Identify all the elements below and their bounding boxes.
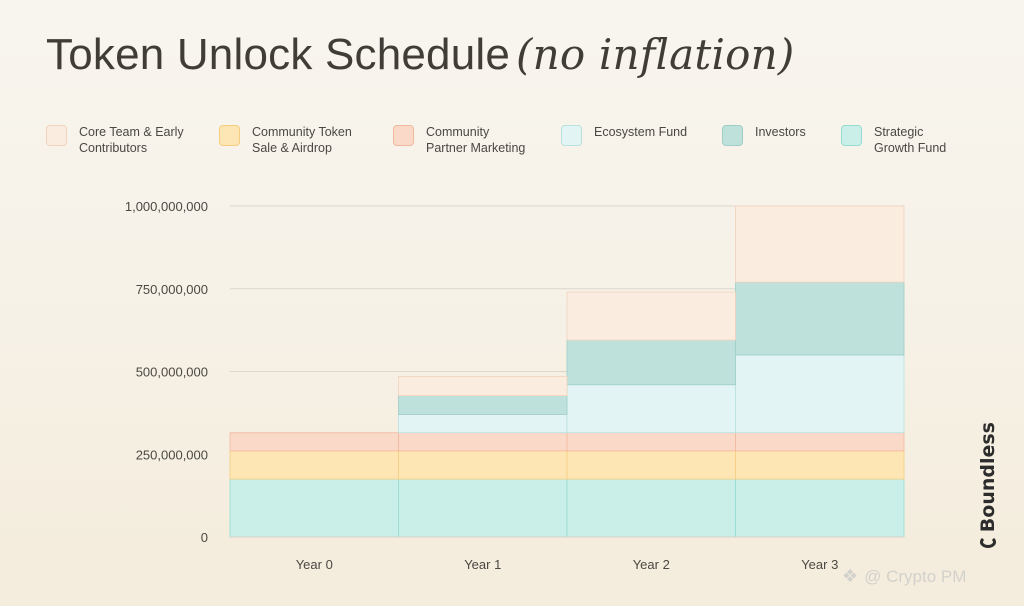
legend-label-community-partner-marketing: Community Partner Marketing (426, 125, 526, 155)
area-segment-community-token-sale-airdrop (735, 450, 905, 480)
watermark: ❖ @ Crypto PM (842, 566, 966, 587)
legend-label-investors: Investors (755, 125, 806, 139)
x-tick-label: Year 2 (633, 557, 670, 572)
chart-title-main: Token Unlock Schedule (46, 30, 511, 79)
legend-label-ecosystem-fund: Ecosystem Fund (594, 125, 688, 139)
brand-logo: Boundless (976, 422, 1000, 548)
watermark-text: @ Crypto PM (864, 566, 967, 586)
y-tick-label: 1,000,000,000 (125, 199, 208, 214)
y-tick-label: 250,000,000 (136, 447, 208, 462)
legend-item-core-team: Core Team & Early Contributors (46, 124, 184, 156)
area-segment-core-team-early-contributors (566, 291, 736, 341)
legend-swatch-investors (722, 125, 743, 146)
area-segment-community-partner-marketing (566, 432, 736, 452)
area-segment-community-token-sale-airdrop (566, 450, 736, 480)
area-segment-investors (398, 395, 568, 415)
legend-label-strategic-growth-fund: Strategic Growth Fund (874, 125, 947, 155)
x-tick-label: Year 1 (464, 557, 501, 572)
area-segment-ecosystem-fund (735, 354, 905, 434)
brand-name: Boundless (977, 422, 999, 533)
x-tick-label: Year 3 (801, 557, 838, 572)
area-segment-investors (735, 281, 905, 356)
y-tick-label: 500,000,000 (136, 365, 208, 380)
area-segment-core-team-early-contributors (398, 376, 568, 397)
legend-swatch-ecosystem-fund (561, 125, 582, 146)
area-segment-ecosystem-fund (566, 384, 736, 434)
area-segment-community-partner-marketing (398, 432, 568, 452)
legend-label-community-token-sale: Community Token Sale & Airdrop (252, 125, 352, 155)
area-segment-community-token-sale-airdrop (398, 450, 568, 480)
area-segment-ecosystem-fund (398, 414, 568, 434)
legend-item-strategic-growth-fund: Strategic Growth Fund (841, 124, 946, 156)
legend-item-investors: Investors (722, 124, 806, 146)
area-segment-strategic-growth-fund (735, 478, 905, 538)
legend-swatch-community-partner-marketing (393, 125, 414, 146)
area-segment-community-partner-marketing (229, 432, 399, 452)
y-tick-label: 750,000,000 (136, 282, 208, 297)
legend-swatch-strategic-growth-fund (841, 125, 862, 146)
legend-label-core-team: Core Team & Early Contributors (79, 125, 184, 155)
chart-subtitle: (no inflation) (516, 30, 795, 79)
chart-title: Token Unlock Schedule (no inflation) (46, 30, 794, 80)
area-segment-strategic-growth-fund (398, 478, 568, 538)
boundless-logo-icon (980, 536, 996, 548)
x-tick-label: Year 0 (296, 557, 333, 572)
legend-item-community-partner-marketing: Community Partner Marketing (393, 124, 525, 156)
legend-item-community-token-sale: Community Token Sale & Airdrop (219, 124, 352, 156)
area-segment-strategic-growth-fund (566, 478, 736, 538)
diamond-icon: ❖ (842, 566, 859, 586)
area-segment-community-partner-marketing (735, 432, 905, 452)
legend-item-ecosystem-fund: Ecosystem Fund (561, 124, 687, 146)
legend-swatch-community-token-sale (219, 125, 240, 146)
area-segment-core-team-early-contributors (735, 205, 905, 283)
legend-swatch-core-team (46, 125, 67, 146)
area-segment-community-token-sale-airdrop (229, 450, 399, 480)
area-segment-investors (566, 339, 736, 386)
y-tick-label: 0 (201, 530, 208, 545)
area-segment-strategic-growth-fund (229, 478, 399, 538)
